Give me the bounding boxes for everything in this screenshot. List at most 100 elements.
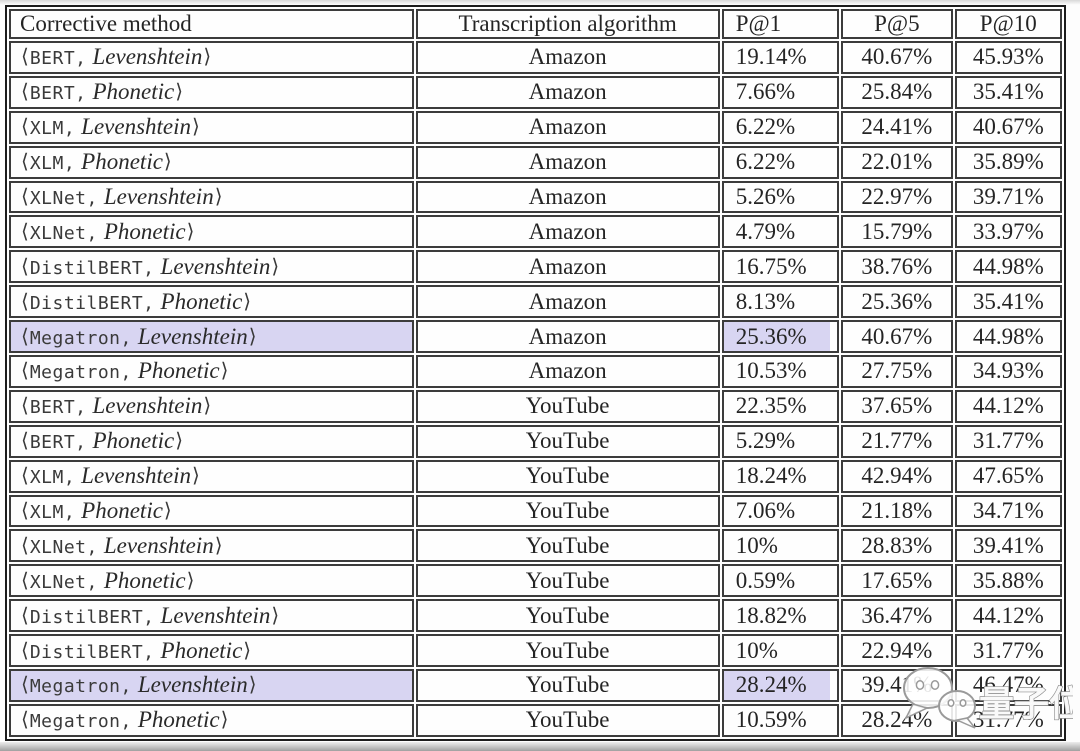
table-row: ⟨XLM, Levenshtein⟩ Amazon 6.22% 24.41% 40.67% xyxy=(9,110,1062,144)
method-cell: ⟨DistilBERT, Levenshtein⟩ xyxy=(9,250,414,284)
close-angle-bracket: ⟩ xyxy=(192,463,200,488)
algorithm-cell: Amazon xyxy=(415,250,720,284)
open-angle-bracket: ⟨ xyxy=(21,44,29,69)
p10-cell: 45.93% xyxy=(954,41,1062,74)
close-angle-bracket: ⟩ xyxy=(163,498,172,523)
method-cell: ⟨Megatron, Levenshtein⟩ xyxy=(9,669,414,702)
table-row: ⟨BERT, Levenshtein⟩ YouTube 22.35% 37.65% 44.… xyxy=(9,389,1062,423)
table-row: ⟨BERT, Levenshtein⟩ Amazon 19.14% 40.67% 45.9… xyxy=(9,41,1062,74)
algorithm-cell: YouTube xyxy=(415,459,720,493)
model-name: DistilBERT, xyxy=(29,641,155,663)
metric-name: Phonetic xyxy=(160,288,243,314)
table-row: ⟨XLM, Phonetic⟩ Amazon 6.22% 22.01% 35.89% xyxy=(9,145,1062,179)
model-name: XLNet, xyxy=(29,188,98,209)
method-cell: ⟨XLM, Phonetic⟩ xyxy=(9,145,414,179)
metric-name: Phonetic xyxy=(103,567,186,593)
metric-name: Levenshtein xyxy=(160,253,271,279)
close-angle-bracket: ⟩ xyxy=(203,393,212,418)
table-row: ⟨XLNet, Levenshtein⟩ YouTube 10% 28.83% 39.41… xyxy=(9,529,1062,563)
p5-cell: 25.84% xyxy=(841,75,953,109)
p5-cell: 25.36% xyxy=(841,285,953,319)
p10-cell: 46.47% xyxy=(954,669,1062,702)
close-angle-bracket: ⟩ xyxy=(163,149,172,174)
metric-name: Levenshtein xyxy=(103,184,214,209)
table-row: ⟨XLNet, Levenshtein⟩ Amazon 5.26% 22.97% 39.7… xyxy=(9,180,1062,214)
p1-cell: 6.22% xyxy=(721,145,840,179)
method-cell: ⟨XLM, Levenshtein⟩ xyxy=(9,459,414,493)
metric-name: Phonetic xyxy=(103,218,186,244)
close-angle-bracket: ⟩ xyxy=(214,532,223,557)
algorithm-cell: YouTube xyxy=(415,564,720,598)
open-angle-bracket: ⟨ xyxy=(21,463,29,488)
model-name: Megatron, xyxy=(29,327,132,349)
metric-name: Levenshtein xyxy=(160,602,271,628)
page-bottom-strip xyxy=(0,742,1080,751)
model-name: XLM, xyxy=(29,118,76,140)
p10-cell: 44.12% xyxy=(954,599,1062,633)
header-p1: P@1 xyxy=(721,9,840,39)
p1-cell: 7.06% xyxy=(721,494,840,528)
open-angle-bracket: ⟨ xyxy=(21,532,29,557)
close-angle-bracket: ⟩ xyxy=(175,428,184,453)
metric-name: Phonetic xyxy=(137,358,220,384)
close-angle-bracket: ⟩ xyxy=(271,602,280,627)
table-row: ⟨BERT, Phonetic⟩ YouTube 5.29% 21.77% 31.77% xyxy=(9,424,1062,458)
model-name: BERT, xyxy=(29,83,87,105)
algorithm-cell: YouTube xyxy=(415,529,720,563)
open-angle-bracket: ⟨ xyxy=(21,358,29,383)
open-angle-bracket: ⟨ xyxy=(21,567,29,592)
open-angle-bracket: ⟨ xyxy=(21,253,29,278)
open-angle-bracket: ⟨ xyxy=(21,114,29,139)
page-top-fade xyxy=(0,0,1080,5)
metric-name: Levenshtein xyxy=(92,44,203,70)
p10-cell: 33.97% xyxy=(954,215,1062,249)
close-angle-bracket: ⟩ xyxy=(192,114,200,139)
algorithm-cell: Amazon xyxy=(415,285,720,319)
p1-cell: 10.53% xyxy=(721,355,840,388)
p1-cell: 10.59% xyxy=(721,703,840,737)
p10-cell: 39.71% xyxy=(954,180,1062,214)
p5-cell: 38.76% xyxy=(841,250,953,284)
p5-cell: 17.65% xyxy=(841,564,953,598)
metric-name: Phonetic xyxy=(160,637,243,663)
p1-cell: 10% xyxy=(721,634,840,668)
p1-cell: 8.13% xyxy=(721,285,840,319)
p10-cell: 39.41% xyxy=(954,529,1062,563)
p5-cell: 24.41% xyxy=(841,110,953,144)
table-row: ⟨DistilBERT, Phonetic⟩ Amazon 8.13% 25.36% 35… xyxy=(9,285,1062,319)
p1-cell: 5.26% xyxy=(721,180,840,214)
algorithm-cell: YouTube xyxy=(415,424,720,458)
model-name: DistilBERT, xyxy=(29,606,155,628)
method-cell: ⟨DistilBERT, Phonetic⟩ xyxy=(9,285,414,319)
method-cell: ⟨XLNet, Levenshtein⟩ xyxy=(9,180,414,214)
p5-cell: 21.18% xyxy=(841,494,953,528)
p5-cell: 42.94% xyxy=(841,459,953,493)
p1-cell: 0.59% xyxy=(721,564,840,598)
p5-cell: 36.47% xyxy=(841,599,953,633)
method-cell: ⟨XLNet, Phonetic⟩ xyxy=(9,564,414,598)
open-angle-bracket: ⟨ xyxy=(21,428,29,453)
p5-cell: 37.65% xyxy=(841,389,953,423)
close-angle-bracket: ⟩ xyxy=(220,358,229,383)
table-row: ⟨XLNet, Phonetic⟩ YouTube 0.59% 17.65% 35.88% xyxy=(9,564,1062,598)
p10-cell: 35.89% xyxy=(954,145,1062,179)
model-name: Megatron, xyxy=(29,362,132,384)
metric-name: Phonetic xyxy=(92,79,175,105)
p1-cell: 6.22% xyxy=(721,110,840,144)
algorithm-cell: YouTube xyxy=(415,669,720,702)
p5-cell: 28.83% xyxy=(841,529,953,563)
p5-cell: 22.97% xyxy=(841,180,953,214)
p10-cell: 35.41% xyxy=(954,75,1062,109)
close-angle-bracket: ⟩ xyxy=(186,567,195,592)
method-cell: ⟨XLNet, Levenshtein⟩ xyxy=(9,529,414,563)
algorithm-cell: YouTube xyxy=(415,599,720,633)
p10-cell: 44.12% xyxy=(954,389,1062,423)
p1-cell: 22.35% xyxy=(721,389,840,423)
table-body: ⟨BERT, Levenshtein⟩ Amazon 19.14% 40.67% 45.9… xyxy=(9,41,1062,737)
open-angle-bracket: ⟨ xyxy=(21,218,29,243)
algorithm-cell: Amazon xyxy=(415,215,720,249)
table-row: ⟨XLNet, Phonetic⟩ Amazon 4.79% 15.79% 33.97% xyxy=(9,215,1062,249)
open-angle-bracket: ⟨ xyxy=(21,149,29,174)
close-angle-bracket: ⟩ xyxy=(243,288,252,313)
p1-cell: 10% xyxy=(721,529,840,563)
